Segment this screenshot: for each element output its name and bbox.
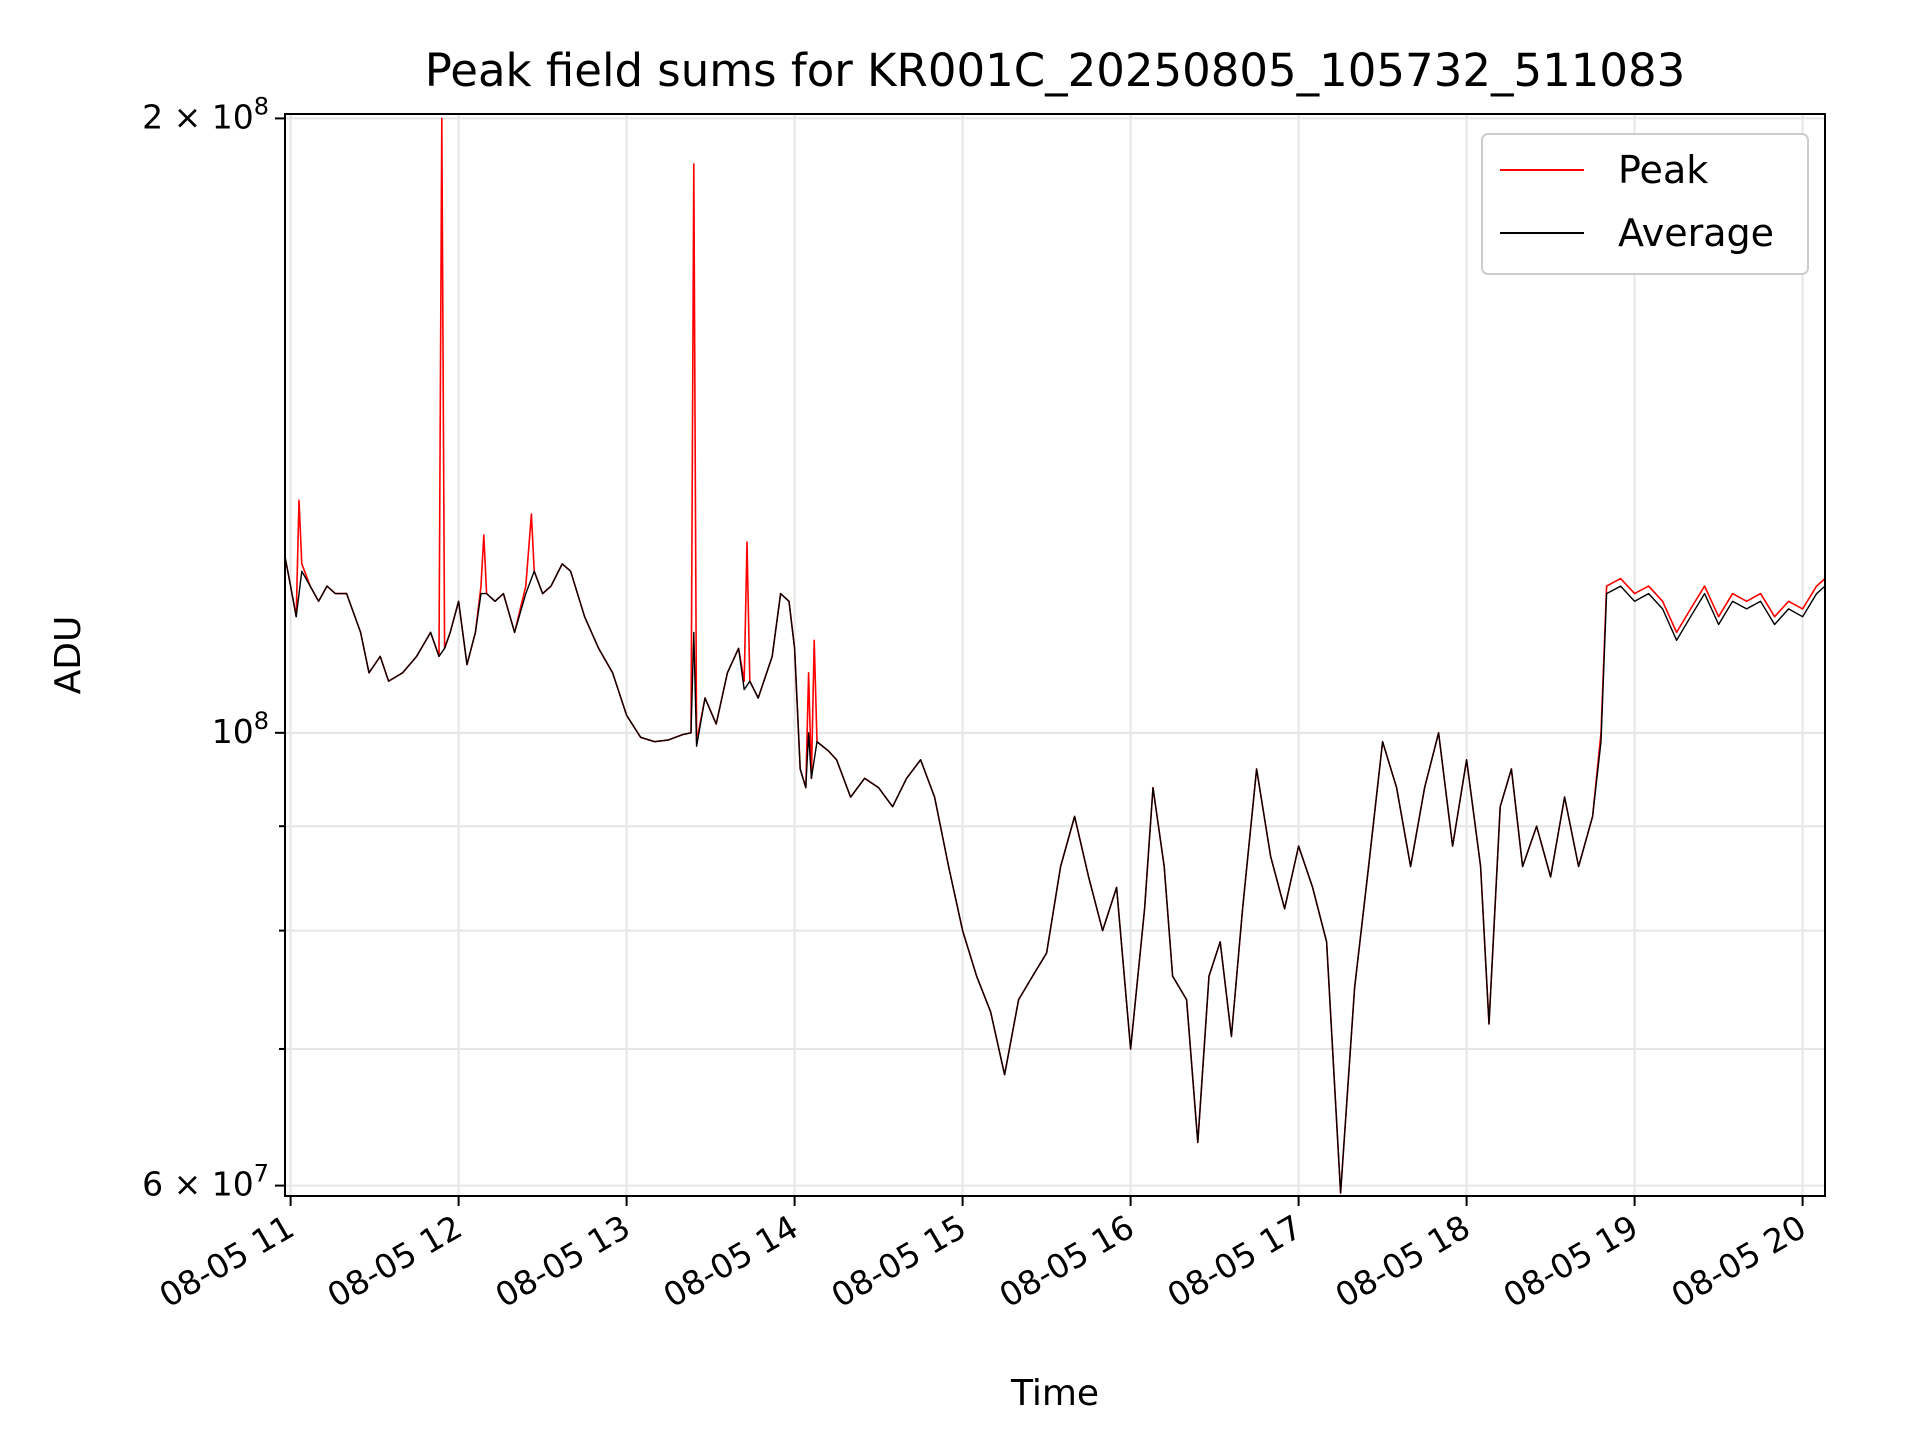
x-tick-label: 08-05 18 [1329,1207,1477,1315]
y-tick-label: 108 [212,707,269,751]
x-tick-label: 08-05 20 [1665,1207,1813,1315]
x-tick-label: 08-05 15 [825,1207,973,1315]
x-tick-label: 08-05 14 [657,1207,805,1315]
x-tick-label: 08-05 13 [489,1207,637,1315]
series-layer [284,117,1826,1194]
x-tick-label: 08-05 11 [153,1207,301,1315]
grid-layer [285,114,1825,1196]
x-tick-label: 08-05 16 [993,1207,1141,1315]
x-tick-label: 08-05 19 [1497,1207,1645,1315]
legend: Peak Average [1481,133,1809,275]
series-line-peak [284,117,1826,1194]
legend-label-peak: Peak [1618,148,1708,192]
y-axis-label: ADU [48,616,89,695]
y-tick-label: 6 × 107 [142,1160,269,1204]
y-tick-label: 2 × 108 [142,92,269,136]
x-axis-label: Time [1010,1373,1099,1414]
plot-frame [284,113,1826,1197]
legend-label-average: Average [1618,211,1774,255]
x-tick-label: 08-05 17 [1161,1207,1309,1315]
x-tick-label: 08-05 12 [321,1207,469,1315]
chart-title: Peak field sums for KR001C_20250805_1057… [425,44,1685,97]
series-line-average [284,556,1826,1194]
